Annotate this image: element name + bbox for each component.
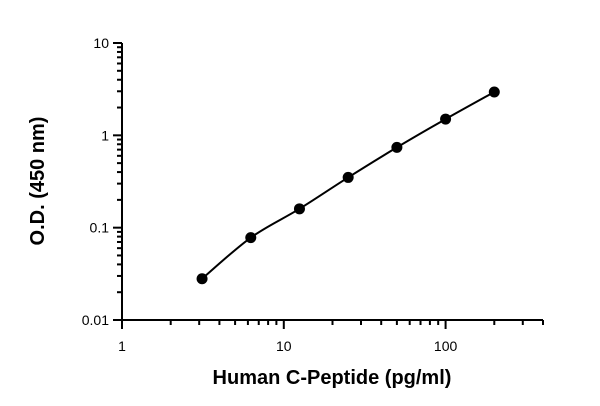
x-axis: 1 10 100 (118, 319, 544, 354)
data-point (245, 232, 257, 244)
data-point (488, 86, 500, 98)
data-point (342, 171, 354, 183)
data-point (391, 141, 403, 153)
y-tick-label: 0.01 (82, 312, 109, 328)
y-tick-label: 10 (93, 35, 109, 51)
plot-area (196, 86, 500, 285)
x-tick-label: 1 (118, 338, 126, 354)
x-tick-label: 100 (434, 338, 458, 354)
y-tick-label: 1 (101, 127, 109, 143)
x-tick-label: 10 (276, 338, 292, 354)
y-axis-title: O.D. (450 nm) (27, 117, 49, 246)
y-tick-label: 0.1 (90, 220, 110, 236)
data-point (196, 273, 208, 285)
x-axis-title: Human C-Peptide (pg/ml) (213, 367, 452, 389)
data-point (440, 113, 452, 125)
data-point (293, 203, 305, 215)
y-axis: 0.01 0.1 1 10 (82, 35, 123, 328)
